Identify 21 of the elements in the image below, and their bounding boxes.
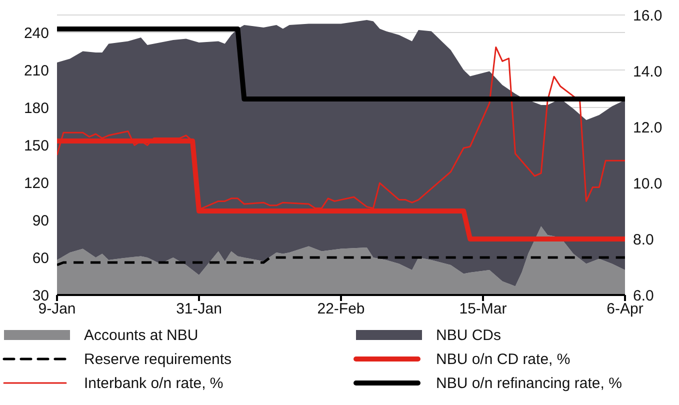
y2-tick-label: 14.0: [633, 63, 662, 80]
y-tick-label: 90: [32, 212, 49, 230]
legend-label: NBU CDs: [436, 326, 502, 344]
y-tick-label: 240: [24, 24, 49, 42]
legend-label: NBU o/n refinancing rate, %: [436, 374, 622, 392]
legend-label: Interbank o/n rate, %: [84, 374, 224, 392]
legend-label: NBU o/n CD rate, %: [436, 350, 570, 368]
x-tick-label: 31-Jan: [176, 300, 222, 318]
x-tick-label: 15-Mar: [459, 300, 507, 318]
legend-label: Accounts at NBU: [84, 326, 198, 344]
y2-tick-label: 10.0: [633, 175, 662, 192]
y-tick-label: 150: [24, 137, 49, 154]
y-tick-label: 210: [24, 62, 49, 80]
y2-tick-label: 8.0: [633, 231, 654, 248]
y-tick-label: 180: [24, 100, 49, 117]
y2-tick-label: 16.0: [633, 7, 662, 24]
y-tick-label: 60: [32, 250, 49, 267]
x-tick-label: 22-Feb: [317, 300, 365, 318]
y2-tick-label: 12.0: [633, 119, 662, 136]
y-tick-label: 120: [24, 174, 49, 192]
legend-label: Reserve requirements: [84, 350, 232, 368]
